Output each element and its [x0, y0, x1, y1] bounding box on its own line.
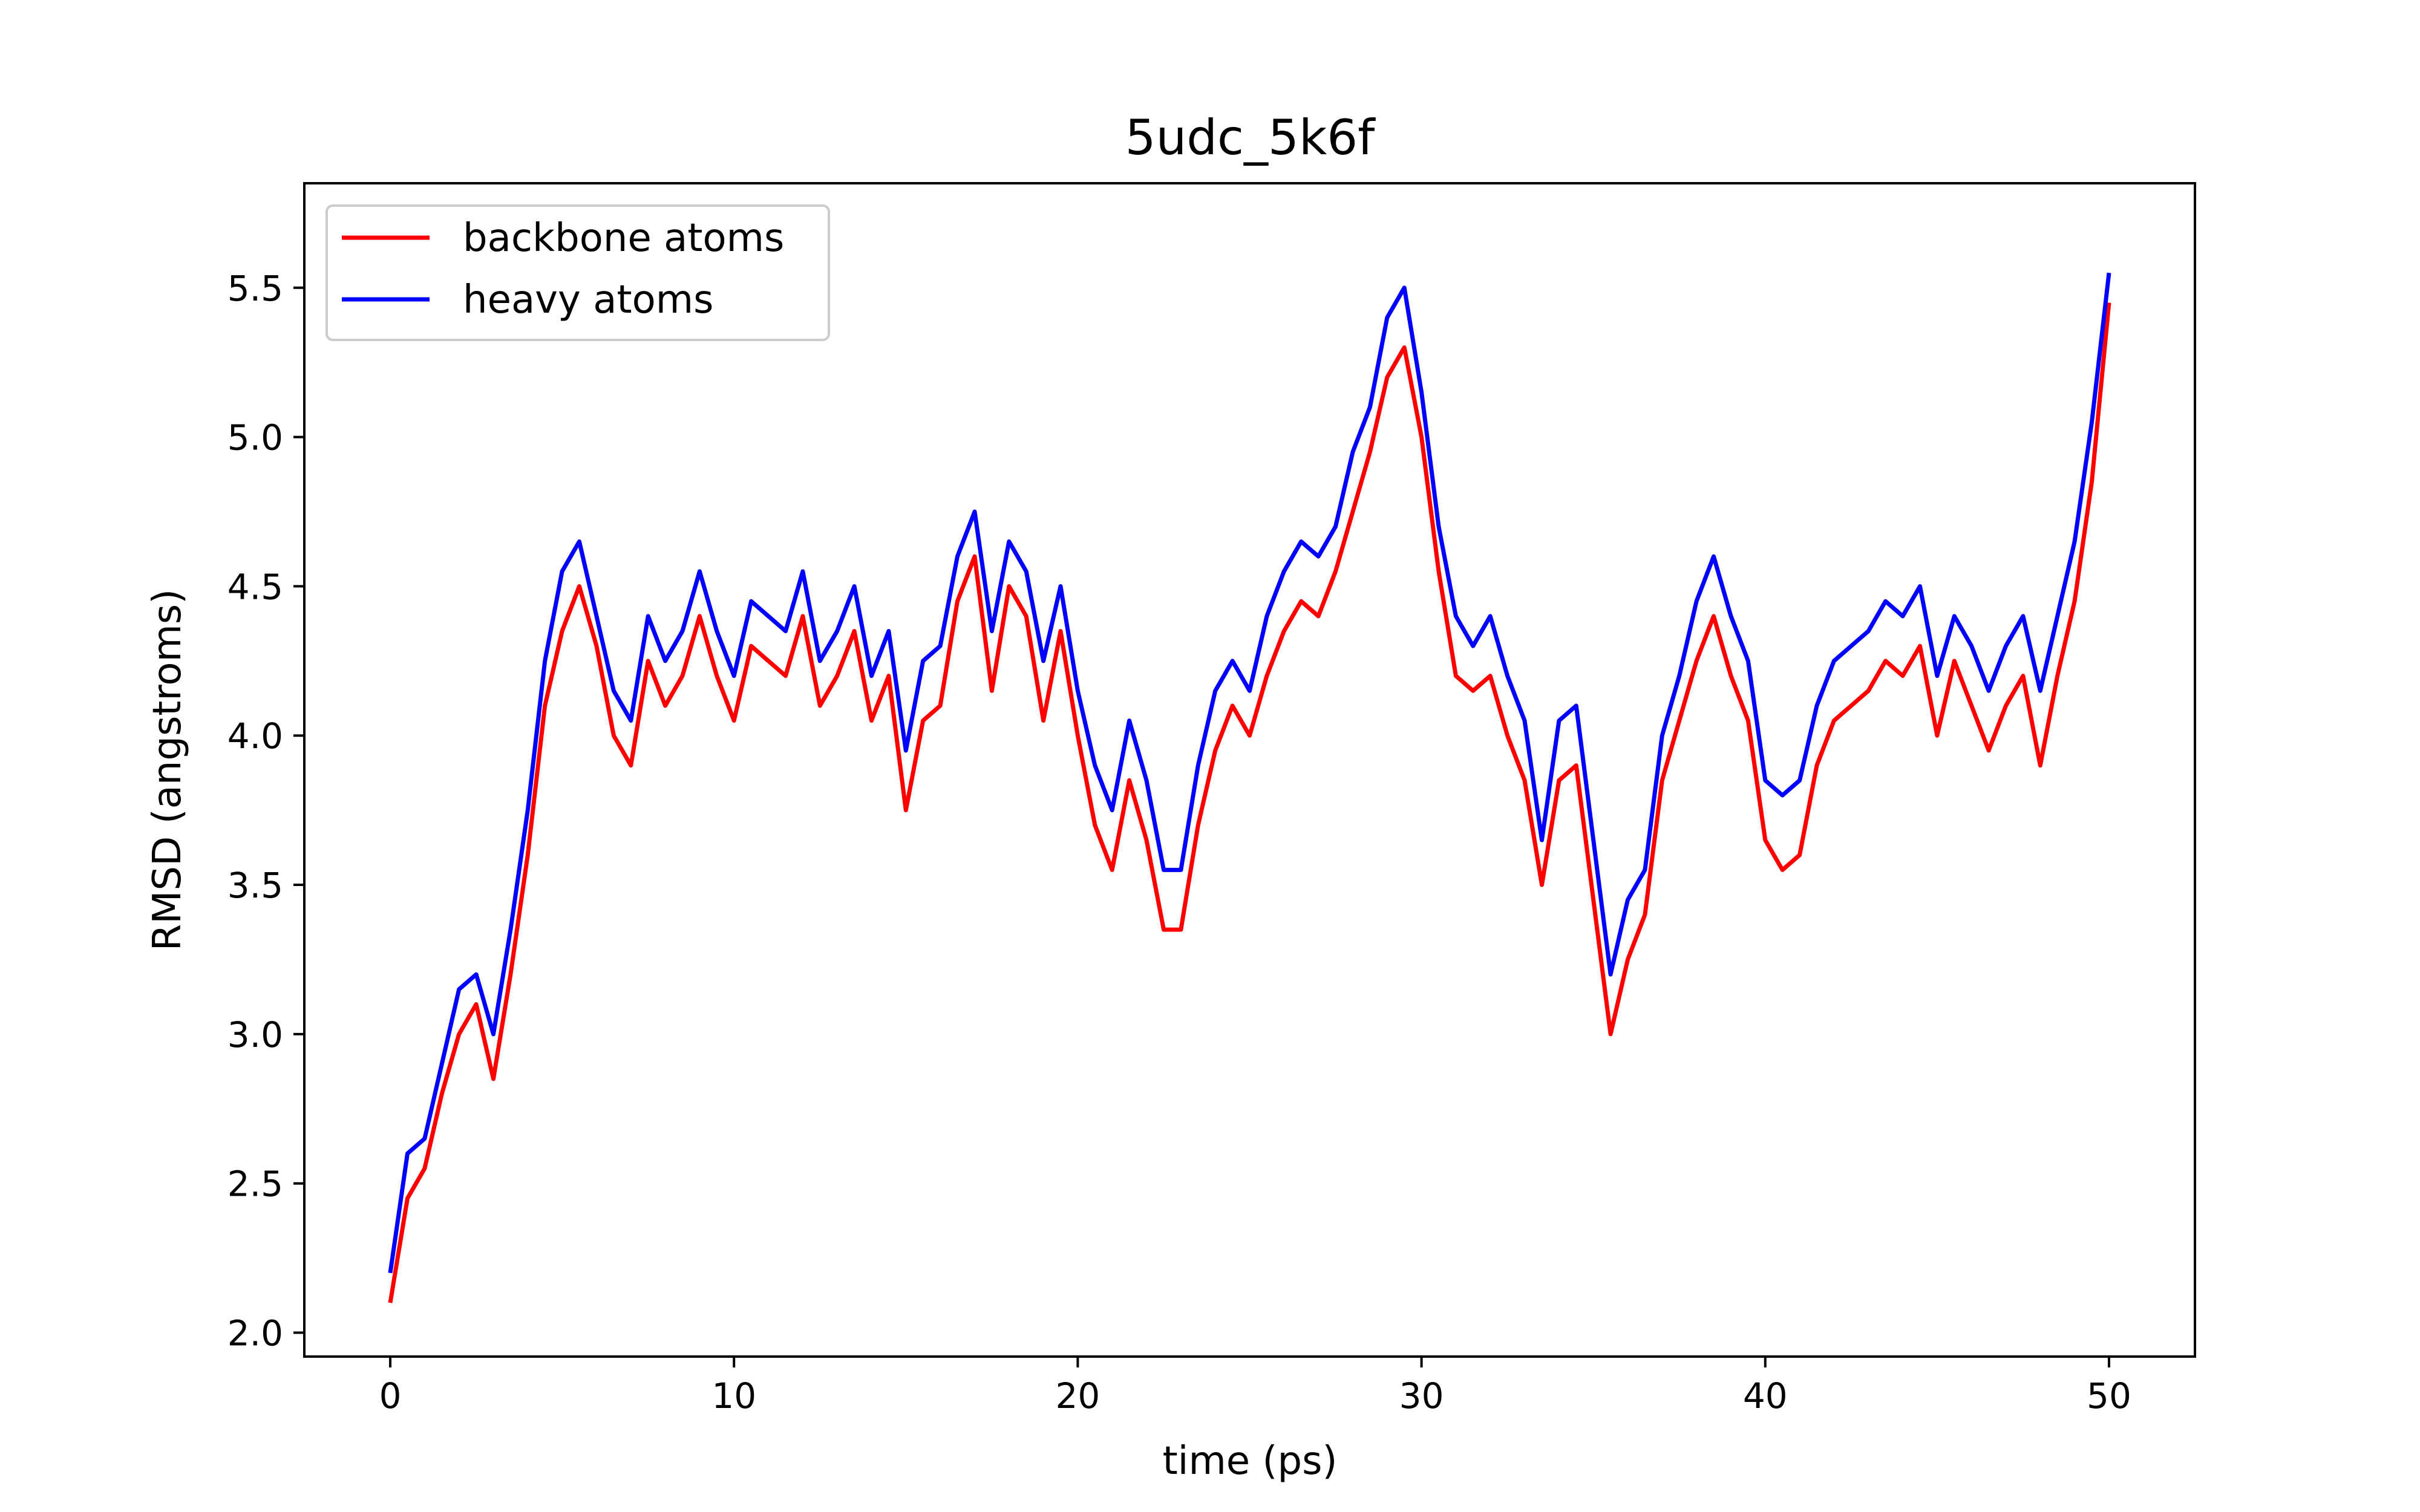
x-tick-label: 0	[379, 1375, 402, 1416]
plot-area-frame	[303, 182, 2196, 1358]
x-tick-label: 40	[1743, 1375, 1788, 1416]
x-axis: 0 10 20 30 40 50	[379, 1357, 2131, 1416]
x-tick-label: 30	[1399, 1375, 1444, 1416]
y-tick-label: 2.5	[227, 1164, 283, 1205]
series-line-backbone-atoms	[388, 302, 2111, 1303]
x-tick-label: 20	[1056, 1375, 1100, 1416]
series-line-heavy-atoms	[388, 272, 2111, 1274]
x-tick-label: 50	[2087, 1375, 2131, 1416]
y-tick-label: 3.5	[227, 865, 283, 906]
x-axis-label: time (ps)	[1163, 1439, 1338, 1484]
legend-label-backbone: backbone atoms	[463, 216, 784, 261]
y-tick-label: 5.0	[227, 417, 283, 458]
y-axis-label: RMSD (angstroms)	[145, 589, 190, 951]
y-tick-label: 5.5	[227, 268, 283, 309]
y-tick-label: 4.5	[227, 566, 283, 607]
legend-box	[325, 204, 830, 341]
y-axis: 2.0 2.5 3.0 3.5 4.0 4.5 5.0 5.5	[227, 268, 304, 1354]
series-layer	[388, 272, 2111, 1303]
legend: backbone atoms heavy atoms	[325, 204, 830, 341]
chart-title: 5udc_5k6f	[1125, 109, 1376, 166]
y-tick-label: 2.0	[227, 1313, 283, 1354]
y-tick-label: 3.0	[227, 1014, 283, 1055]
y-tick-label: 4.0	[227, 715, 283, 757]
x-tick-label: 10	[711, 1375, 756, 1416]
legend-label-heavy: heavy atoms	[463, 278, 713, 322]
